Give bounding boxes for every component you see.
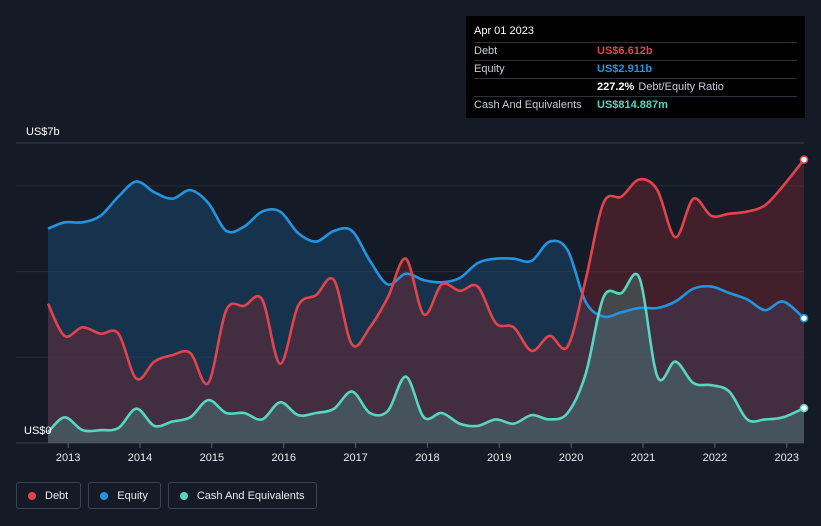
cash-dot-icon <box>179 491 188 500</box>
end-markers <box>799 155 809 413</box>
x-tick-label: 2016 <box>271 452 295 464</box>
tooltip-debt-value: US$6.612b <box>597 45 653 57</box>
x-tick-label: 2019 <box>487 452 511 464</box>
legend-item-debt[interactable]: Debt <box>16 482 82 509</box>
tooltip-equity-value: US$2.911b <box>597 63 653 75</box>
x-tick-label: 2014 <box>128 452 152 464</box>
equity-line <box>47 180 805 320</box>
equity-end-marker <box>799 313 809 323</box>
cash-and-equivalents-line <box>47 272 805 434</box>
cash-and-equivalents-area <box>48 273 804 443</box>
legend-cash-label: Cash And Equivalents <box>196 489 305 502</box>
tooltip-row-debt: Debt US$6.612b <box>474 42 797 60</box>
x-tick-label: 2021 <box>631 452 655 464</box>
tooltip-ratio-value: 227.2% <box>597 81 635 93</box>
chart-legend: Debt Equity Cash And Equivalents <box>16 482 318 509</box>
x-tick-label: 2022 <box>703 452 727 464</box>
legend-item-equity[interactable]: Equity <box>88 482 161 509</box>
x-tick-label: 2023 <box>775 452 799 464</box>
tooltip-cash-label: Cash And Equivalents <box>474 99 582 111</box>
tooltip-debt-label: Debt <box>474 45 498 57</box>
x-tick-label: 2017 <box>343 452 367 464</box>
debt-line <box>46 158 806 386</box>
x-tick-label: 2013 <box>56 452 80 464</box>
legend-item-cash[interactable]: Cash And Equivalents <box>167 482 318 509</box>
data-tooltip: Apr 01 2023 Debt US$6.612b Equity US$2.9… <box>466 16 805 118</box>
debt-area <box>48 159 804 443</box>
chart-areas <box>48 159 804 443</box>
chart-lines <box>46 158 806 434</box>
debt-dot-icon <box>28 491 36 500</box>
cash-and-equivalents-end-marker <box>799 403 809 413</box>
tooltip-equity-label: Equity <box>474 63 505 75</box>
y-axis-top-label: US$7b <box>26 126 60 138</box>
y-axis-bottom-label: US$0 <box>24 425 52 437</box>
tooltip-ratio-caption: Debt/Equity Ratio <box>638 81 724 93</box>
tooltip-row-cash: Cash And Equivalents US$814.887m <box>474 96 797 114</box>
tooltip-ratio-label <box>474 79 597 96</box>
debt-end-marker <box>799 155 809 164</box>
equity-dot-icon <box>100 491 109 500</box>
x-tick-label: 2020 <box>559 452 583 464</box>
tooltip-row-ratio: 227.2% Debt/Equity Ratio <box>474 78 797 96</box>
tooltip-row-equity: Equity US$2.911b <box>474 60 797 78</box>
x-axis-ticks: 2013 2014 2015 2016 2017 2018 2019 2020 2021 2022… <box>56 443 799 464</box>
tooltip-date: Apr 01 2023 <box>474 25 534 37</box>
legend-debt-label: Debt <box>45 489 69 502</box>
x-tick-label: 2015 <box>200 452 224 464</box>
x-tick-label: 2018 <box>415 452 439 464</box>
tooltip-cash-value: US$814.887m <box>597 99 668 111</box>
equity-area <box>48 181 804 443</box>
legend-equity-label: Equity <box>117 489 148 502</box>
